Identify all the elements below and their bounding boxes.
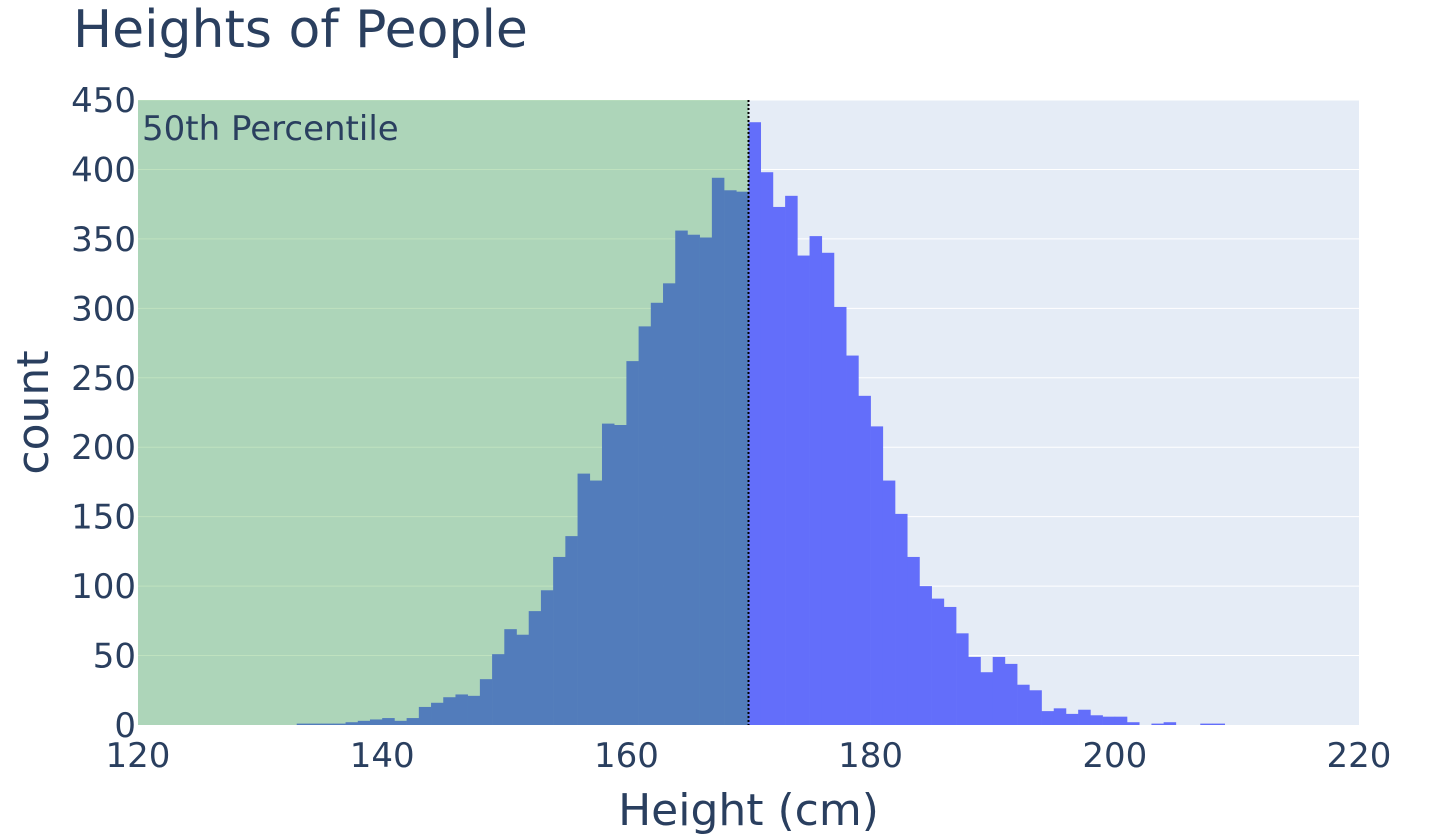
histogram-bar xyxy=(1127,722,1140,725)
histogram-bar xyxy=(1102,716,1116,725)
histogram-bar xyxy=(992,656,1006,725)
x-tick-label: 180 xyxy=(838,736,903,776)
histogram-bar xyxy=(565,536,578,725)
histogram-bar xyxy=(650,302,664,725)
histogram-bar xyxy=(431,702,444,725)
y-axis-ticks: 0 50 100 150 200 250 300 350 400 450 xyxy=(71,81,136,746)
histogram-bar xyxy=(479,679,493,725)
histogram-bar xyxy=(809,236,823,725)
x-axis-title: Height (cm) xyxy=(618,785,879,836)
histogram-bar xyxy=(882,480,896,725)
histogram-bar xyxy=(308,723,322,725)
histogram-bar xyxy=(846,355,859,725)
x-axis-ticks: 120 140 160 180 200 220 xyxy=(106,736,1392,776)
histogram-bar xyxy=(528,611,542,725)
histogram-bar xyxy=(406,718,420,725)
histogram-bar xyxy=(760,172,774,725)
histogram-bar xyxy=(1163,722,1177,725)
histogram-bar xyxy=(589,480,603,725)
y-tick-label: 150 xyxy=(71,498,136,538)
histogram-bar xyxy=(785,195,798,726)
histogram-bar xyxy=(748,122,762,725)
histogram-bar xyxy=(577,473,591,725)
histogram-bar xyxy=(1053,708,1067,725)
percentile-annotation: 50th Percentile xyxy=(142,109,399,149)
histogram-bar xyxy=(1200,723,1213,725)
y-tick-label: 400 xyxy=(71,150,136,190)
y-tick-label: 450 xyxy=(71,81,136,121)
histogram-bar xyxy=(601,423,615,725)
histogram-bar xyxy=(687,234,700,725)
histogram-bar xyxy=(833,306,847,725)
histogram-bar xyxy=(870,426,884,725)
y-tick-label: 200 xyxy=(71,428,136,468)
x-tick-label: 220 xyxy=(1327,736,1392,776)
histogram-bar xyxy=(943,606,957,725)
histogram-bar xyxy=(369,719,383,725)
histogram-bar xyxy=(504,629,517,725)
histogram-bar xyxy=(907,556,920,725)
histogram-bar xyxy=(1151,723,1164,725)
bars-group xyxy=(296,122,1225,726)
y-tick-label: 300 xyxy=(71,289,136,329)
histogram-bar xyxy=(968,656,981,725)
histogram-bar xyxy=(1029,690,1042,725)
histogram-bar xyxy=(736,191,749,725)
histogram-bar xyxy=(345,722,359,725)
histogram-bar xyxy=(394,720,407,725)
percentile-highlight-region xyxy=(138,100,749,725)
histogram-bar xyxy=(357,720,371,725)
histogram-bar xyxy=(1212,723,1225,725)
histogram-bar xyxy=(895,513,908,725)
y-tick-label: 100 xyxy=(71,567,136,607)
histogram-bar xyxy=(553,556,566,725)
histogram-bar xyxy=(797,255,810,726)
histogram-bar xyxy=(1041,711,1055,725)
histogram-bar xyxy=(1078,709,1091,725)
histogram-bar xyxy=(614,425,627,725)
histogram-bar xyxy=(1065,713,1079,725)
x-tick-label: 160 xyxy=(594,736,659,776)
histogram-bar xyxy=(931,598,945,725)
histogram-bar xyxy=(321,723,334,725)
histogram-bar xyxy=(675,230,688,726)
histogram-bar xyxy=(626,361,639,725)
histogram-bar xyxy=(382,718,395,725)
histogram-bar xyxy=(540,590,554,725)
histogram-bar xyxy=(1090,715,1103,725)
histogram-bar xyxy=(1004,663,1018,725)
y-axis-title: count xyxy=(8,350,59,474)
histogram-bar xyxy=(1114,716,1128,725)
histogram-bar xyxy=(443,697,456,725)
histogram-bar xyxy=(919,586,932,725)
histogram-bar xyxy=(699,237,713,725)
histogram-bar xyxy=(772,206,786,725)
histogram-bar xyxy=(711,177,725,725)
y-tick-label: 350 xyxy=(71,220,136,260)
histogram-bar xyxy=(663,283,676,725)
histogram-bar xyxy=(638,326,652,725)
histogram-bar xyxy=(418,706,432,725)
histogram-bar xyxy=(980,672,993,725)
histogram-bar xyxy=(724,190,737,725)
chart-title: Heights of People xyxy=(73,0,528,60)
histogram-bar xyxy=(858,395,871,725)
x-tick-label: 200 xyxy=(1082,736,1147,776)
histogram-bar xyxy=(1017,684,1030,725)
y-tick-label: 50 xyxy=(93,637,136,677)
histogram-bar xyxy=(516,634,530,725)
histogram-bar xyxy=(956,633,969,725)
histogram-bar xyxy=(821,252,835,725)
histogram-bar xyxy=(296,723,310,725)
x-tick-label: 120 xyxy=(106,736,171,776)
histogram-bar xyxy=(333,723,346,725)
histogram-bar xyxy=(455,694,468,725)
x-tick-label: 140 xyxy=(350,736,415,776)
y-tick-label: 0 xyxy=(114,706,136,746)
histogram-bar xyxy=(467,695,481,725)
y-tick-label: 250 xyxy=(71,359,136,399)
histogram-bar xyxy=(492,654,505,725)
